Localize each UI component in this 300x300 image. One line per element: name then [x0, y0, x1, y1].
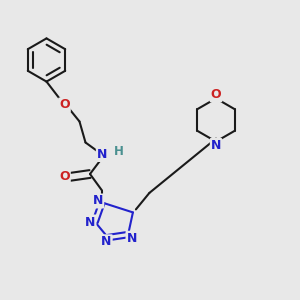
Text: N: N [85, 215, 95, 229]
Text: N: N [127, 232, 137, 245]
Text: O: O [59, 98, 70, 112]
Text: O: O [59, 170, 70, 184]
Text: N: N [211, 139, 221, 152]
Text: O: O [211, 88, 221, 101]
Text: N: N [97, 148, 107, 161]
Text: N: N [101, 235, 112, 248]
Text: N: N [93, 194, 103, 208]
Text: H: H [114, 145, 123, 158]
